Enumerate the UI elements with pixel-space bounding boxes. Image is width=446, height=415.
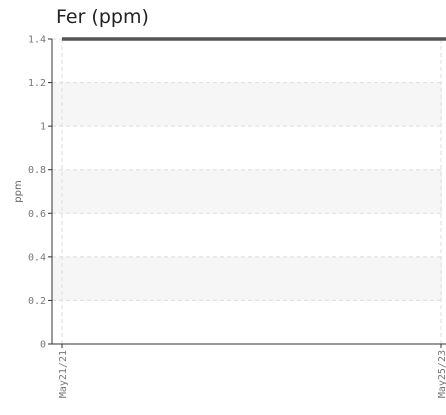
background-bands [52,82,442,301]
y-tick-label: 1.2 [28,78,46,89]
axes [51,39,446,345]
x-ticks: May21/21 May25/23 [58,344,446,398]
y-tick-label: 0.6 [28,209,46,220]
y-tick-label: 1.4 [28,35,46,46]
x-tick-label: May25/23 [437,350,446,398]
grid-band [52,256,442,301]
chart-title: Fer (ppm) [56,6,149,28]
y-axis-label: ppm [13,180,24,202]
y-tick-label: 0 [40,340,46,351]
grid-band [52,169,442,214]
y-tick-label: 1 [40,122,46,133]
y-tick-label: 0.8 [28,165,46,176]
grid-band [52,82,442,127]
x-tick-label: May21/21 [58,350,69,398]
y-ticks: 0 0.2 0.4 0.6 0.8 1 1.2 1.4 [28,35,52,351]
y-tick-label: 0.2 [28,296,46,307]
y-tick-label: 0.4 [28,252,46,263]
